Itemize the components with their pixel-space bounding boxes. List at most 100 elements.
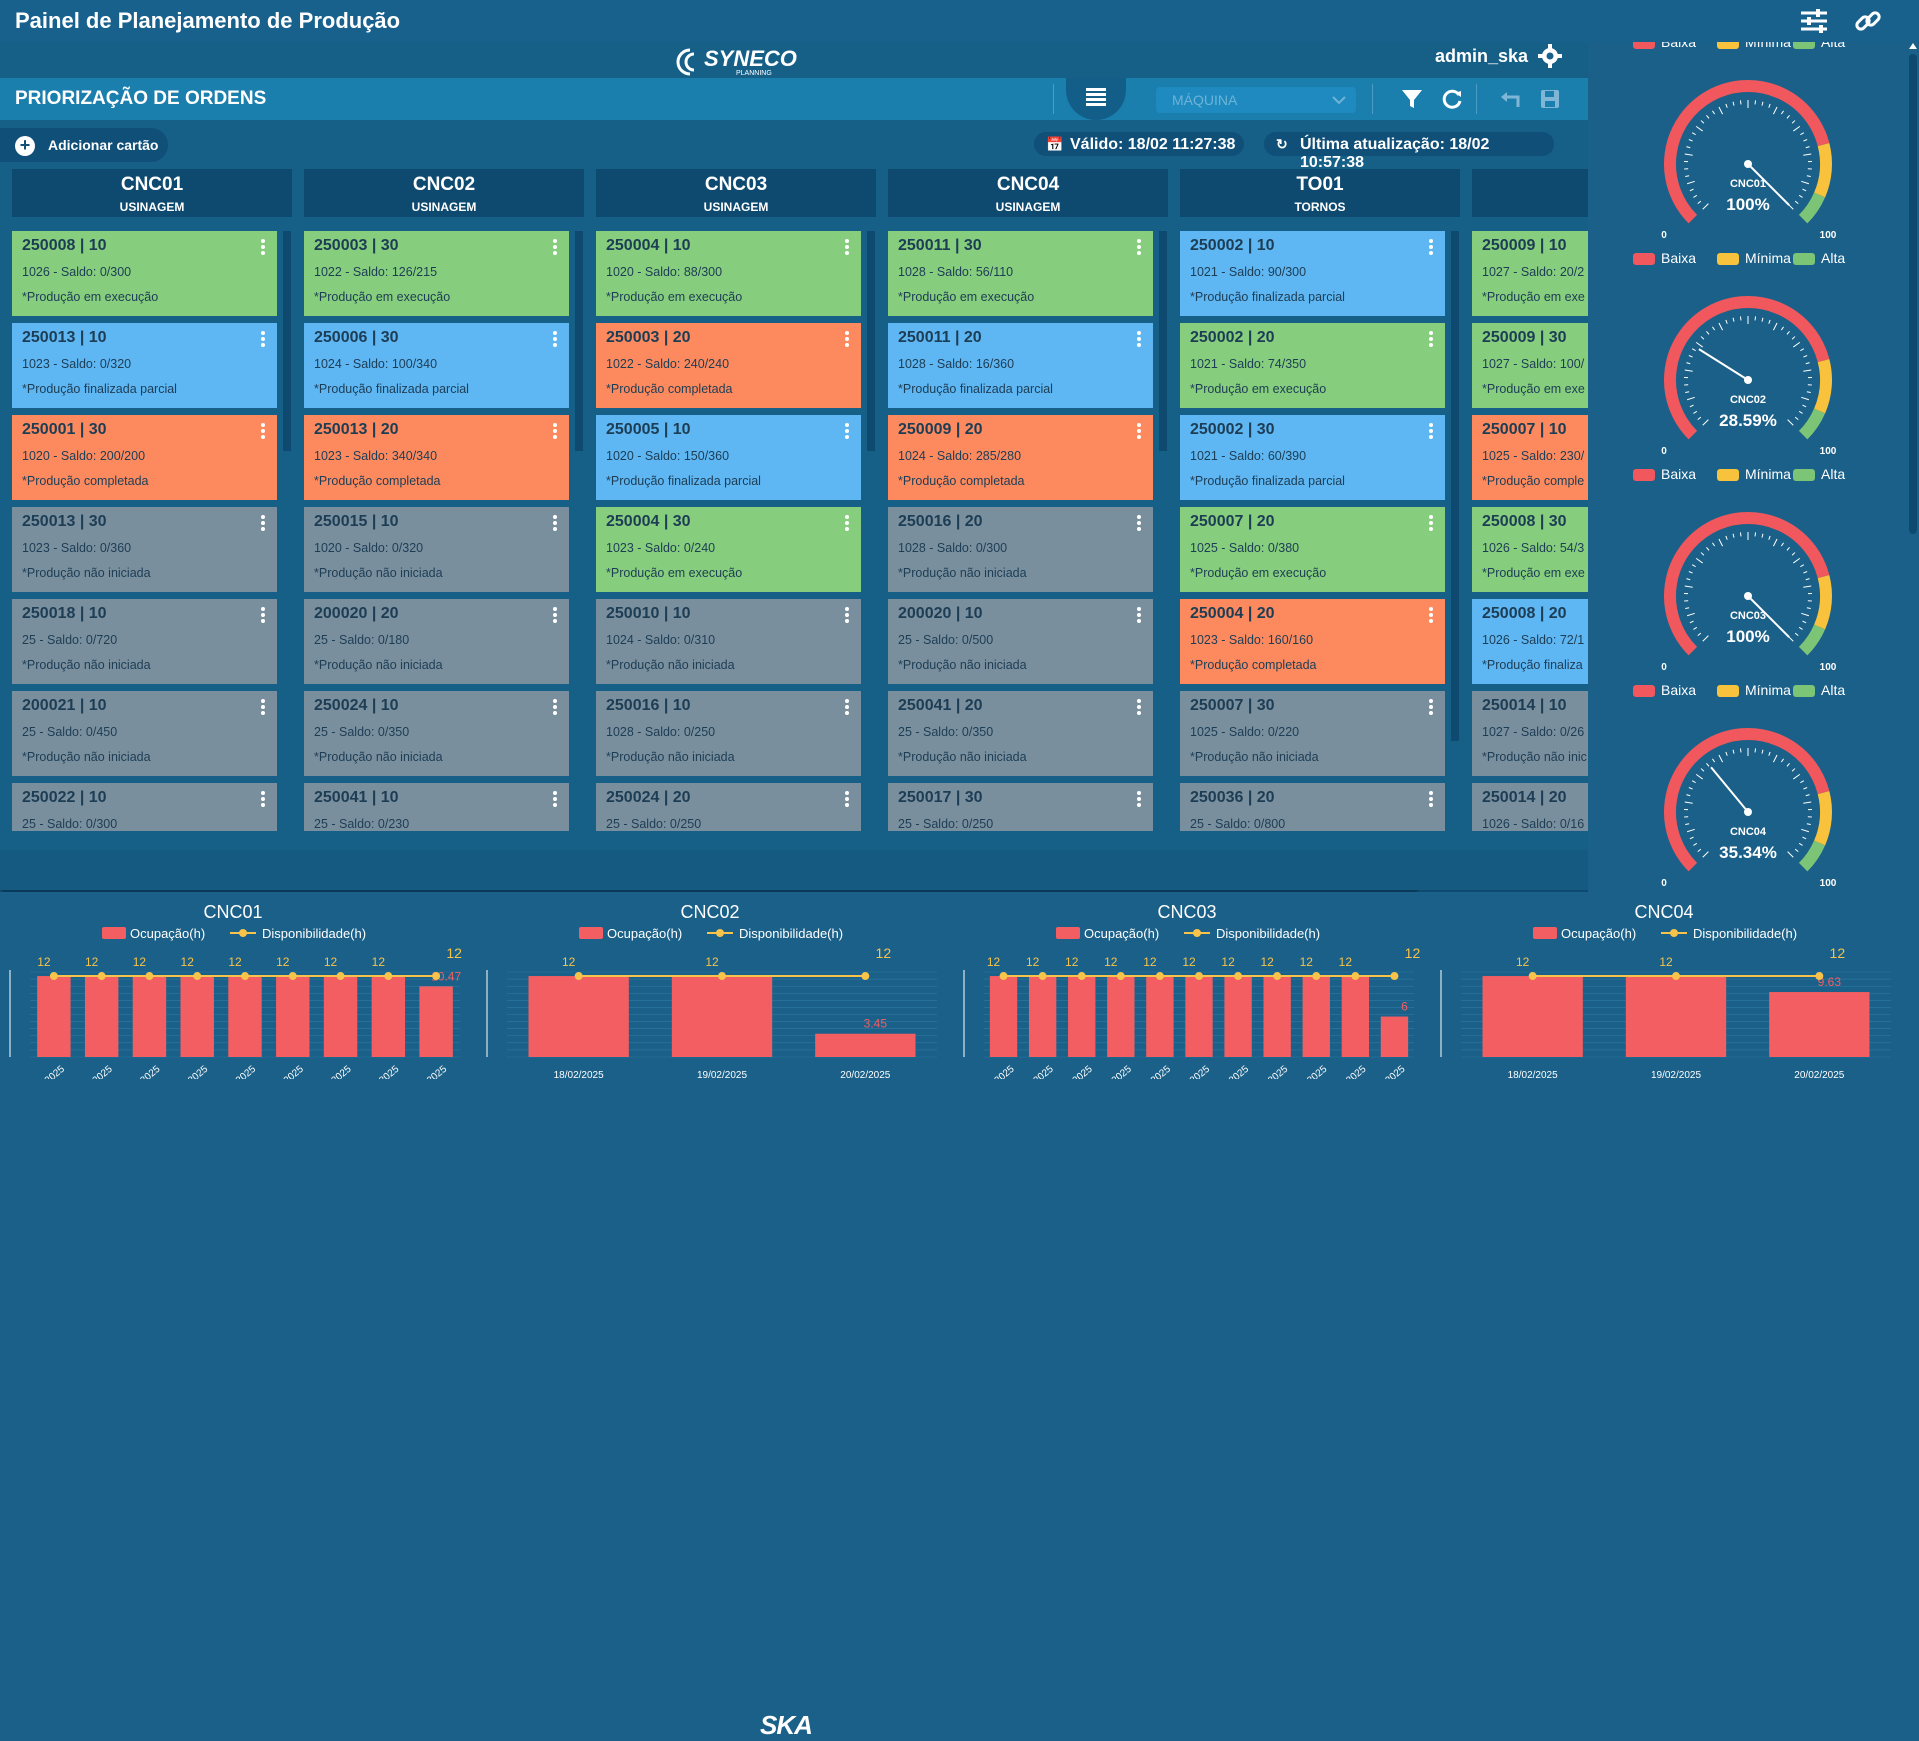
more-vertical-icon[interactable] [1429, 331, 1433, 349]
more-vertical-icon[interactable] [261, 607, 265, 625]
machine-select[interactable]: MÁQUINA [1156, 87, 1356, 113]
more-vertical-icon[interactable] [553, 607, 557, 625]
gauge-name: CNC01 [1730, 178, 1766, 190]
more-vertical-icon[interactable] [1137, 331, 1141, 349]
scroll-up-icon[interactable] [1907, 40, 1919, 52]
more-vertical-icon[interactable] [1137, 239, 1141, 257]
more-vertical-icon[interactable] [1429, 239, 1433, 257]
undo-icon[interactable] [1498, 87, 1522, 111]
link-icon[interactable] [1852, 5, 1884, 37]
more-vertical-icon[interactable] [261, 423, 265, 441]
more-vertical-icon[interactable] [1137, 791, 1141, 809]
gauge-tick [1712, 759, 1714, 762]
column-scrollbar[interactable] [867, 231, 875, 451]
gauge-tick [1685, 824, 1689, 825]
more-vertical-icon[interactable] [261, 331, 265, 349]
more-vertical-icon[interactable] [553, 423, 557, 441]
more-vertical-icon[interactable] [261, 791, 265, 809]
more-vertical-icon[interactable] [553, 239, 557, 257]
more-vertical-icon[interactable] [553, 791, 557, 809]
more-vertical-icon[interactable] [845, 331, 849, 349]
more-vertical-icon[interactable] [845, 515, 849, 533]
list-view-button[interactable] [1066, 78, 1126, 120]
more-vertical-icon[interactable] [1429, 699, 1433, 717]
more-vertical-icon[interactable] [845, 791, 849, 809]
scrollbar-thumb[interactable] [1909, 54, 1917, 534]
more-vertical-icon[interactable] [845, 699, 849, 717]
more-vertical-icon[interactable] [553, 515, 557, 533]
gauge-max: 100 [1820, 230, 1837, 241]
more-vertical-icon[interactable] [845, 423, 849, 441]
filter-icon[interactable] [1400, 87, 1424, 111]
more-vertical-icon[interactable] [1429, 515, 1433, 533]
more-vertical-icon[interactable] [845, 239, 849, 257]
more-vertical-icon[interactable] [1429, 423, 1433, 441]
gauge-max: 100 [1820, 446, 1837, 457]
more-vertical-icon[interactable] [1429, 791, 1433, 809]
more-vertical-icon[interactable] [553, 331, 557, 349]
column-scrollbar[interactable] [1451, 231, 1459, 741]
column-scrollbar[interactable] [283, 231, 291, 451]
add-card-button[interactable]: + Adicionar cartão [0, 128, 168, 162]
more-vertical-icon[interactable] [1137, 515, 1141, 533]
more-vertical-icon[interactable] [553, 699, 557, 717]
more-vertical-icon[interactable] [1137, 699, 1141, 717]
refresh-icon[interactable] [1440, 87, 1464, 111]
gear-icon[interactable] [1538, 44, 1562, 68]
more-vertical-icon[interactable] [261, 239, 265, 257]
more-vertical-icon[interactable] [1429, 607, 1433, 625]
user-name[interactable]: admin_ska [1435, 46, 1528, 67]
more-vertical-icon[interactable] [845, 607, 849, 625]
column-scrollbar[interactable] [575, 231, 583, 451]
column-scrollbar[interactable] [1159, 231, 1167, 451]
more-vertical-icon[interactable] [1137, 423, 1141, 441]
sliders-icon[interactable] [1798, 5, 1830, 37]
more-vertical-icon[interactable] [1137, 607, 1141, 625]
save-icon[interactable] [1538, 87, 1562, 111]
more-vertical-icon[interactable] [261, 699, 265, 717]
more-vertical-icon[interactable] [261, 515, 265, 533]
